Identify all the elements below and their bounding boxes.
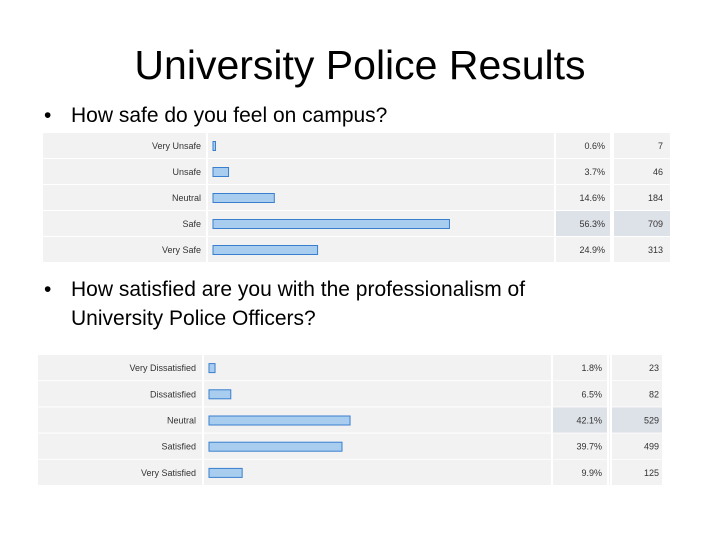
percent-label: 3.7% <box>584 167 605 177</box>
bar <box>212 193 275 203</box>
bullet-point: • <box>44 104 52 127</box>
count-cell <box>611 459 662 485</box>
percent-label: 9.9% <box>581 468 602 478</box>
professionalism-results-chart: Very Dissatisfied 1.8% 23 Dissatisfied 6.5% 8… <box>38 355 662 486</box>
category-label: Unsafe <box>172 167 201 177</box>
count-cell <box>613 185 670 210</box>
category-label: Neutral <box>167 416 196 426</box>
count-label: 82 <box>649 389 659 399</box>
bar <box>208 363 216 374</box>
count-cell <box>611 381 662 407</box>
question-2-text-line-1: How satisfied are you with the professio… <box>71 278 526 301</box>
percent-label: 42.1% <box>576 416 602 426</box>
bar <box>208 467 243 478</box>
count-label: 499 <box>644 442 659 452</box>
category-label: Neutral <box>172 193 201 203</box>
percent-cell <box>555 185 611 210</box>
category-label: Dissatisfied <box>150 389 196 399</box>
percent-cell <box>555 237 611 262</box>
percent-label: 1.8% <box>581 363 602 373</box>
category-label: Very Satisfied <box>141 468 196 478</box>
percent-cell <box>552 355 608 381</box>
count-cell <box>611 433 662 459</box>
bar <box>212 141 217 151</box>
bar <box>208 415 351 426</box>
percent-label: 6.5% <box>581 389 602 399</box>
percent-label: 39.7% <box>576 442 602 452</box>
percent-label: 0.6% <box>584 141 605 151</box>
count-cell <box>611 407 662 433</box>
count-cell <box>613 159 670 184</box>
count-label: 7 <box>658 141 663 151</box>
percent-cell <box>552 459 608 485</box>
bar <box>208 441 343 452</box>
bar-chart-svg: Very Unsafe 0.6% 7 Unsafe 3.7% 46 Neutral 14.6%… <box>43 133 670 263</box>
question-1-text: How safe do you feel on campus? <box>71 104 388 127</box>
count-label: 529 <box>644 416 659 426</box>
percent-cell <box>555 159 611 184</box>
percent-label: 24.9% <box>579 245 605 255</box>
count-cell <box>613 133 670 158</box>
category-label: Very Unsafe <box>152 141 201 151</box>
percent-cell <box>555 211 611 236</box>
category-label: Very Dissatisfied <box>129 363 196 373</box>
count-cell <box>611 355 662 381</box>
bar-chart-svg: Very Dissatisfied 1.8% 23 Dissatisfied 6.5% 8… <box>38 355 662 486</box>
category-label: Very Safe <box>162 245 201 255</box>
bar <box>212 219 450 229</box>
category-label: Satisfied <box>161 442 196 452</box>
question-2-text-line-2: University Police Officers? <box>71 307 316 330</box>
bullet-point: • <box>44 278 52 301</box>
safety-results-chart: Very Unsafe 0.6% 7 Unsafe 3.7% 46 Neutral 14.6%… <box>43 133 670 263</box>
count-label: 46 <box>653 167 663 177</box>
count-label: 709 <box>648 219 663 229</box>
count-cell <box>613 237 670 262</box>
category-label: Safe <box>182 219 201 229</box>
count-label: 23 <box>649 363 659 373</box>
count-label: 184 <box>648 193 663 203</box>
percent-cell <box>552 381 608 407</box>
percent-cell <box>552 407 608 433</box>
percent-cell <box>552 433 608 459</box>
bar <box>208 389 232 400</box>
percent-label: 56.3% <box>579 219 605 229</box>
count-label: 125 <box>644 468 659 478</box>
slide-title: University Police Results <box>134 42 586 88</box>
bar <box>212 167 230 177</box>
count-cell <box>613 211 670 236</box>
percent-label: 14.6% <box>579 193 605 203</box>
percent-cell <box>555 133 611 158</box>
count-label: 313 <box>648 245 663 255</box>
bar <box>212 245 319 255</box>
